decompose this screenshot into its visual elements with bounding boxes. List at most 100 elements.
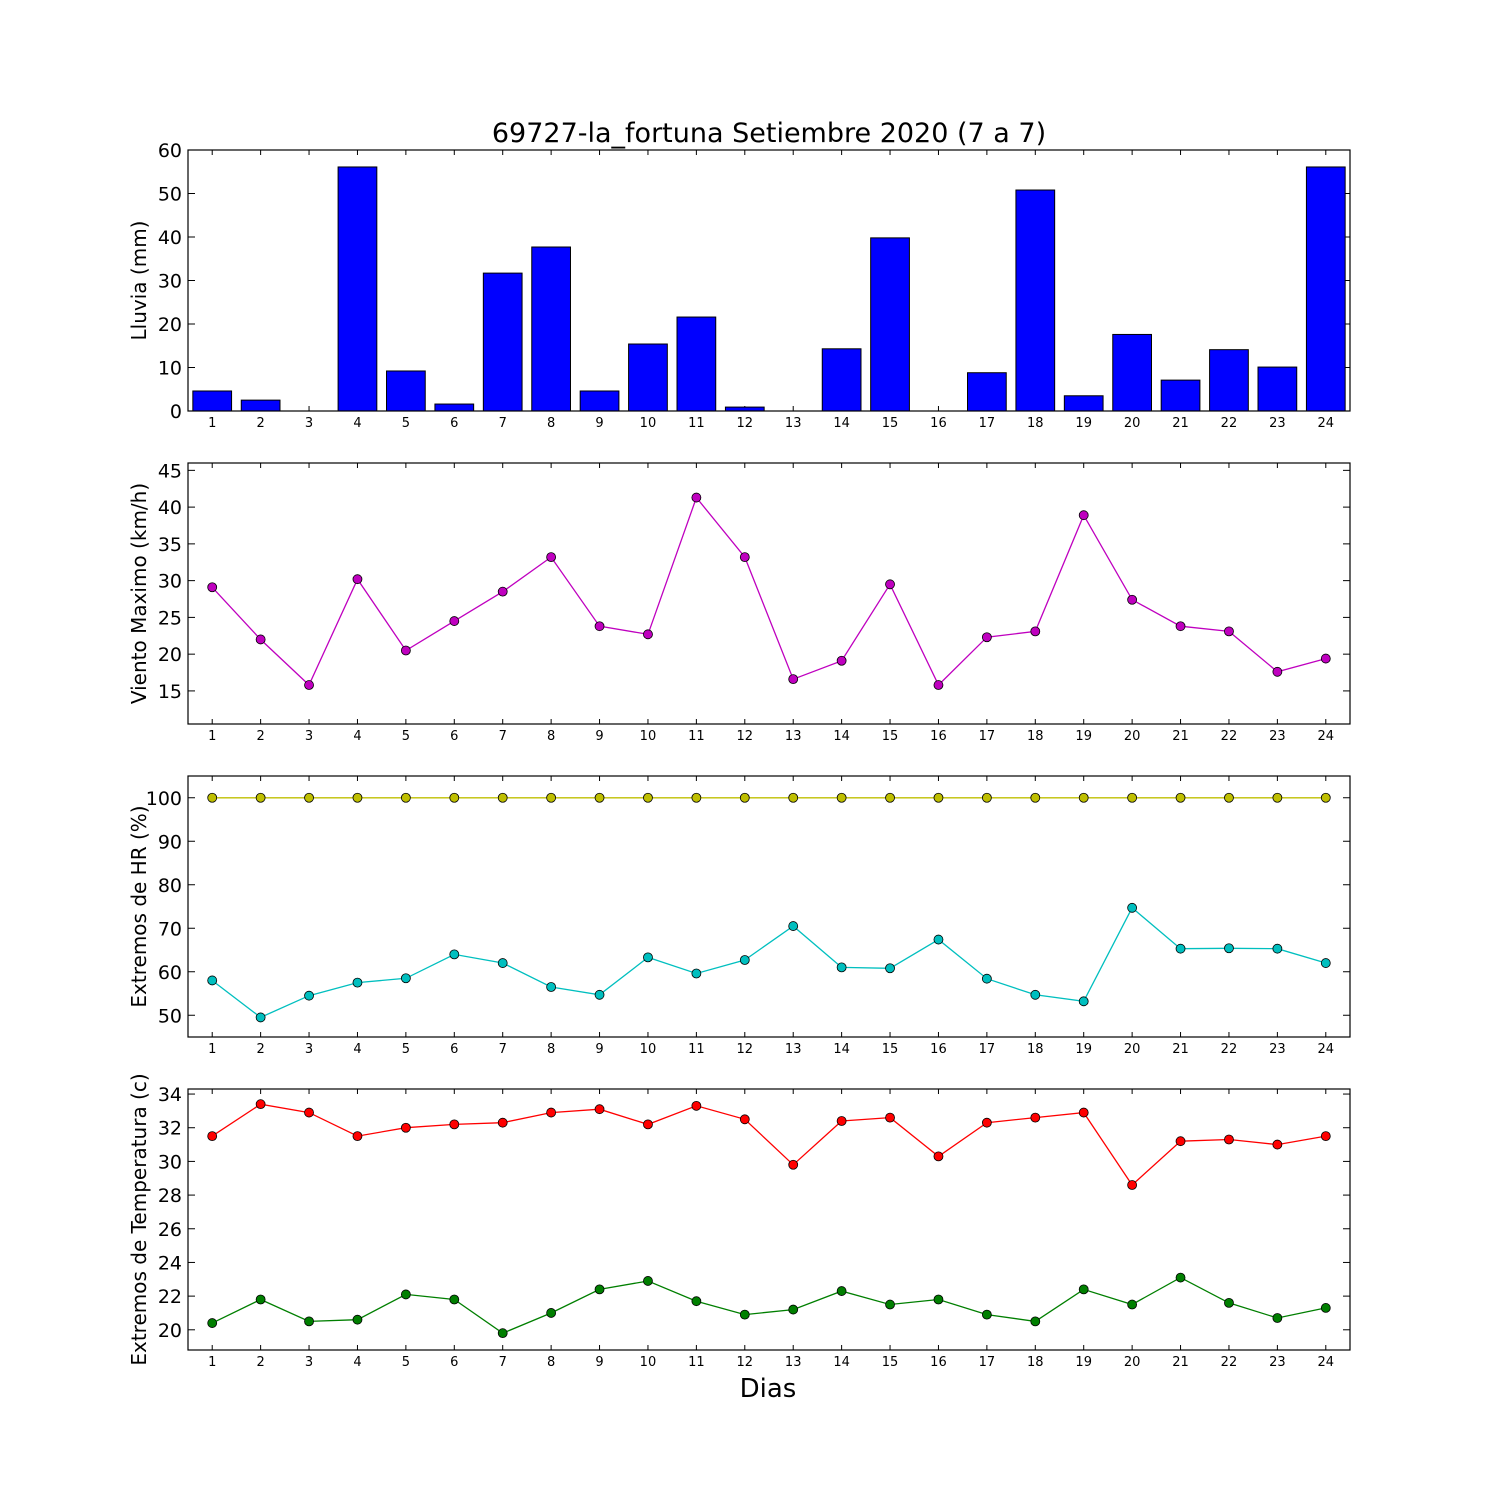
- wind-series-1-point: [255, 634, 266, 645]
- humidity-series-2-point: [497, 958, 508, 968]
- temperature-x-tick-label: 16: [930, 1355, 947, 1370]
- rain-bar: [1063, 395, 1104, 412]
- humidity-axes-frame: [187, 775, 1351, 1038]
- temperature-series-2-line: [211, 1276, 1326, 1334]
- rain-bar: [482, 272, 523, 412]
- humidity-series-1-point: [933, 792, 944, 803]
- wind-series-1-point: [1078, 510, 1089, 521]
- temperature-x-tick-label: 12: [737, 1355, 754, 1370]
- rain-x-tick-label: 20: [1124, 416, 1141, 431]
- humidity-x-tick-label: 3: [305, 1042, 313, 1057]
- humidity-series-2-point: [739, 955, 750, 965]
- humidity-series-1-point: [1030, 792, 1041, 803]
- temperature-series-2-point: [207, 1318, 218, 1328]
- wind-x-tick-label: 3: [305, 729, 313, 744]
- temperature-x-tick-label: 1: [208, 1355, 216, 1370]
- wind-series-1-point: [497, 586, 508, 597]
- wind-series-1-point: [304, 680, 314, 690]
- rain-x-tick-label: 14: [833, 416, 850, 431]
- rain-x-tick-label: 19: [1075, 416, 1092, 431]
- temperature-series-1-point: [546, 1107, 557, 1118]
- wind-x-tick-label: 15: [882, 729, 899, 744]
- temperature-series-2-point: [497, 1328, 508, 1339]
- humidity-series-2-point: [981, 973, 992, 984]
- humidity-x-tick-label: 17: [979, 1042, 996, 1057]
- wind-y-tick-label: 25: [158, 607, 182, 629]
- rain-bar: [1209, 349, 1249, 412]
- rain-bar: [531, 246, 571, 412]
- humidity-series-2-point: [594, 989, 605, 1000]
- wind-x-tick-label: 18: [1027, 729, 1044, 744]
- wind-x-tick-label: 11: [688, 729, 705, 744]
- wind-x-tick-label: 24: [1318, 729, 1335, 744]
- temperature-y-tick-label: 30: [158, 1151, 182, 1173]
- wind-series-1-point: [352, 574, 363, 585]
- temperature-series-2-point: [885, 1299, 895, 1310]
- rain-x-tick-label: 5: [402, 416, 410, 431]
- temperature-y-tick-label: 32: [158, 1118, 182, 1140]
- humidity-x-tick-label: 7: [499, 1042, 507, 1057]
- temperature-series-1-point: [352, 1131, 363, 1142]
- humidity-y-tick-label: 90: [158, 831, 182, 853]
- humidity-series-1-point: [255, 792, 266, 803]
- humidity-series-2-point: [836, 962, 847, 973]
- humidity-y-tick-label: 70: [158, 918, 182, 940]
- rain-bar: [967, 372, 1007, 412]
- temperature-series-2-point: [691, 1296, 702, 1307]
- rain-bar: [1257, 366, 1298, 412]
- rain-x-tick-label: 17: [979, 416, 996, 431]
- humidity-x-tick-label: 12: [737, 1042, 754, 1057]
- wind-series-1-point: [207, 582, 218, 593]
- temperature-series-1-point: [207, 1131, 218, 1142]
- rain-bar: [337, 166, 378, 412]
- temperature-x-tick-label: 24: [1318, 1355, 1335, 1370]
- wind-series-1-point: [546, 552, 557, 563]
- temperature-series-1-line: [211, 1103, 1326, 1186]
- humidity-series-2-point: [352, 977, 363, 988]
- rain-y-tick-label: 10: [158, 358, 182, 380]
- rain-bar: [386, 370, 426, 412]
- temperature-y-tick-label: 28: [158, 1185, 182, 1207]
- temperature-x-tick-label: 20: [1124, 1355, 1141, 1370]
- temperature-series-2-point: [739, 1309, 750, 1320]
- wind-series-1-point: [400, 645, 411, 656]
- wind-y-tick-label: 40: [158, 497, 182, 519]
- humidity-series-1-point: [546, 792, 557, 803]
- temperature-series-2-point: [981, 1309, 992, 1320]
- temperature-series-1-point: [836, 1116, 847, 1126]
- humidity-x-tick-label: 24: [1318, 1042, 1335, 1057]
- temperature-x-tick-label: 8: [547, 1355, 555, 1370]
- temperature-x-tick-label: 2: [256, 1355, 264, 1370]
- humidity-series-2-point: [304, 990, 314, 1001]
- rain-x-tick-label: 9: [595, 416, 603, 431]
- rain-y-tick-label: 20: [158, 314, 182, 336]
- temperature-x-tick-label: 4: [353, 1355, 361, 1370]
- humidity-series-1-point: [400, 792, 411, 803]
- humidity-series-1-point: [788, 792, 799, 803]
- temperature-x-tick-label: 6: [450, 1355, 458, 1370]
- humidity-series-1-point: [1078, 792, 1089, 803]
- humidity-series-1-point: [594, 792, 605, 803]
- humidity-series-2-point: [400, 973, 411, 984]
- rain-bar: [628, 343, 668, 412]
- temperature-series-2-point: [643, 1276, 653, 1286]
- humidity-x-tick-label: 13: [785, 1042, 802, 1057]
- rain-x-tick-label: 7: [499, 416, 507, 431]
- temperature-x-tick-label: 22: [1221, 1355, 1238, 1370]
- humidity-series-1-point: [1272, 792, 1283, 803]
- wind-series-1-point: [836, 655, 847, 666]
- wind-y-tick-label: 30: [158, 571, 182, 593]
- rain-y-tick-label: 40: [158, 227, 182, 249]
- temperature-x-tick-label: 17: [979, 1355, 996, 1370]
- wind-series-1-point: [643, 629, 653, 640]
- temperature-series-1-point: [885, 1112, 895, 1123]
- temperature-series-1-point: [1224, 1134, 1234, 1145]
- rain-x-tick-label: 6: [450, 416, 458, 431]
- rain-x-tick-label: 22: [1221, 416, 1238, 431]
- x-axis-label: Dias: [740, 1374, 797, 1404]
- wind-series-1-point: [1175, 621, 1186, 632]
- wind-series-1-point: [1127, 594, 1138, 605]
- humidity-series-1-point: [885, 792, 895, 803]
- temperature-x-tick-label: 10: [640, 1355, 657, 1370]
- humidity-series-1-point: [691, 792, 702, 803]
